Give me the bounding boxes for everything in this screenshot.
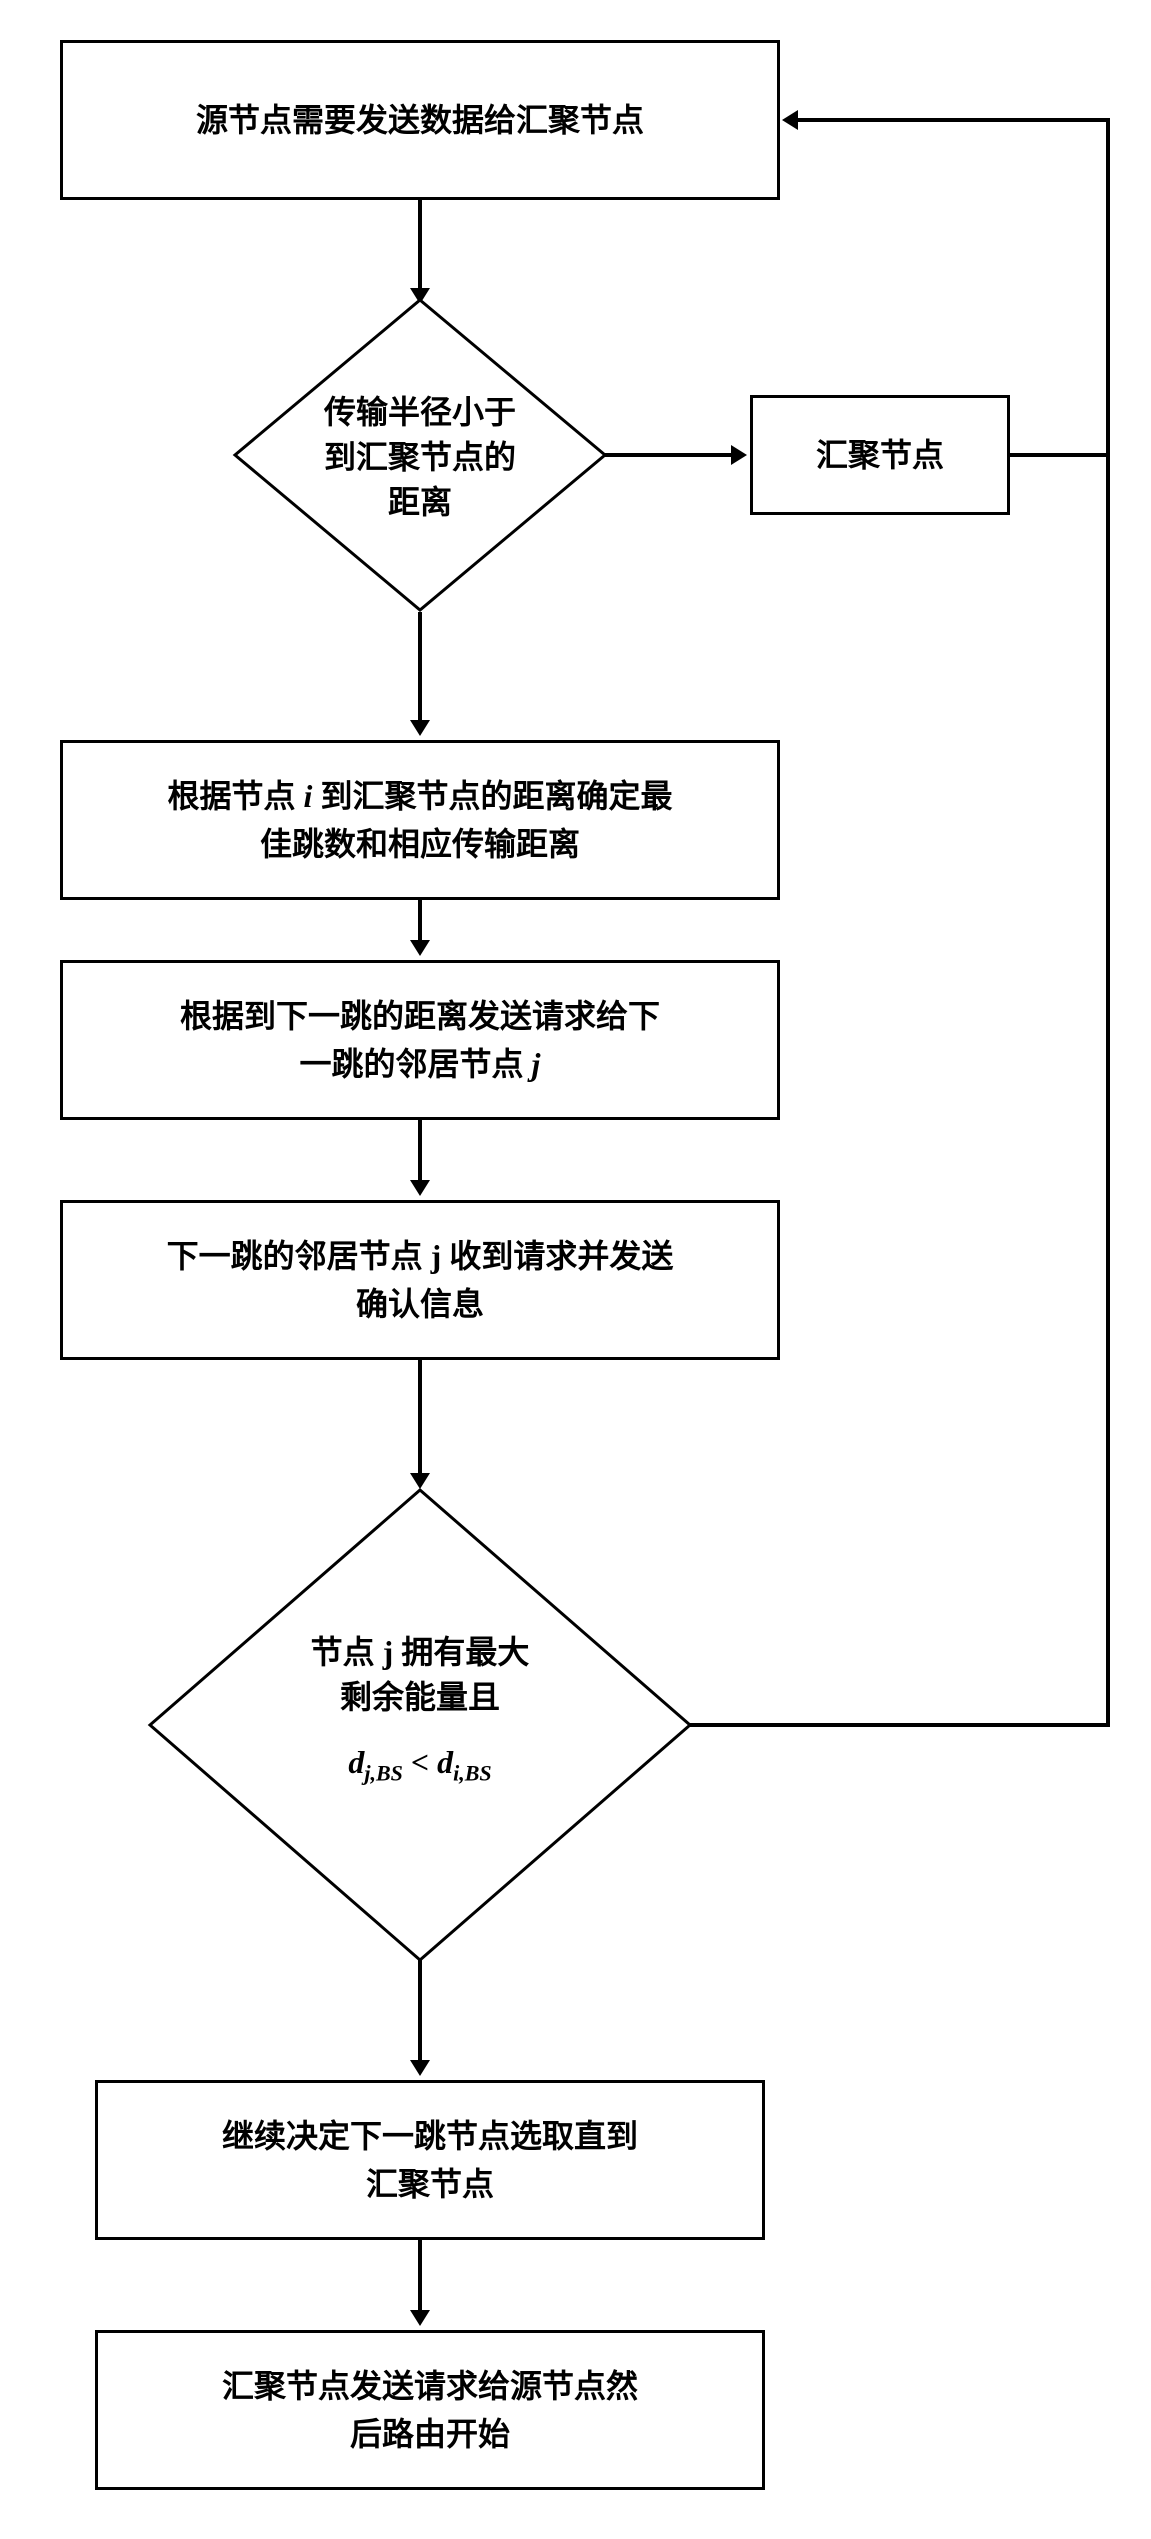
node-step2-text: 根据节点 i 到汇聚节点的距离确定最 佳跳数和相应传输距离 — [168, 772, 673, 868]
decision2-line2: 剩余能量且 — [145, 1675, 695, 1720]
arrow-step3-step4 — [410, 1180, 430, 1196]
edge-decision1-sink — [605, 453, 733, 457]
node-step6-text: 汇聚节点发送请求给源节点然 后路由开始 — [222, 2362, 638, 2458]
node-sink-text: 汇聚节点 — [816, 431, 944, 479]
edge-step5-step6 — [418, 2240, 422, 2312]
node-step5-text: 继续决定下一跳节点选取直到 汇聚节点 — [222, 2112, 638, 2208]
arrow-decision1-step2 — [410, 720, 430, 736]
feedback-h2 — [798, 118, 1110, 122]
node-step3-text: 根据到下一跳的距离发送请求给下 一跳的邻居节点 j — [180, 992, 660, 1088]
decision1-line2: 到汇聚节点的 — [230, 435, 610, 480]
node-start-text: 源节点需要发送数据给汇聚节点 — [196, 96, 644, 144]
node-step3: 根据到下一跳的距离发送请求给下 一跳的邻居节点 j — [60, 960, 780, 1120]
decision1-line3: 距离 — [230, 480, 610, 525]
edge-sink-feedback — [1010, 453, 1110, 457]
arrow-decision2-step5 — [410, 2060, 430, 2076]
arrow-decision1-sink — [731, 445, 747, 465]
arrow-step5-step6 — [410, 2310, 430, 2326]
node-sink: 汇聚节点 — [750, 395, 1010, 515]
edge-start-decision1 — [418, 200, 422, 290]
node-step2: 根据节点 i 到汇聚节点的距离确定最 佳跳数和相应传输距离 — [60, 740, 780, 900]
node-start: 源节点需要发送数据给汇聚节点 — [60, 40, 780, 200]
edge-step2-step3 — [418, 900, 422, 942]
decision1-line1: 传输半径小于 — [230, 390, 610, 435]
feedback-h1 — [690, 1723, 1110, 1727]
decision2-formula: dj,BS < di,BS — [145, 1740, 695, 1789]
edge-step3-step4 — [418, 1120, 422, 1182]
edge-decision2-step5 — [418, 1960, 422, 2062]
node-step6: 汇聚节点发送请求给源节点然 后路由开始 — [95, 2330, 765, 2490]
flowchart-container: 源节点需要发送数据给汇聚节点 传输半径小于 到汇聚节点的 距离 汇聚节点 根据节… — [0, 0, 1151, 2539]
arrow-step2-step3 — [410, 940, 430, 956]
node-decision1: 传输半径小于 到汇聚节点的 距离 — [230, 295, 610, 615]
node-step5: 继续决定下一跳节点选取直到 汇聚节点 — [95, 2080, 765, 2240]
node-step4: 下一跳的邻居节点 j 收到请求并发送 确认信息 — [60, 1200, 780, 1360]
node-step4-text: 下一跳的邻居节点 j 收到请求并发送 确认信息 — [167, 1232, 674, 1328]
arrow-feedback-start — [782, 110, 798, 130]
node-decision2: 节点 j 拥有最大 剩余能量且 dj,BS < di,BS — [145, 1485, 695, 1965]
edge-decision1-step2 — [418, 612, 422, 722]
edge-step4-decision2 — [418, 1360, 422, 1475]
feedback-v1 — [1106, 118, 1110, 1727]
decision2-line1: 节点 j 拥有最大 — [145, 1630, 695, 1675]
